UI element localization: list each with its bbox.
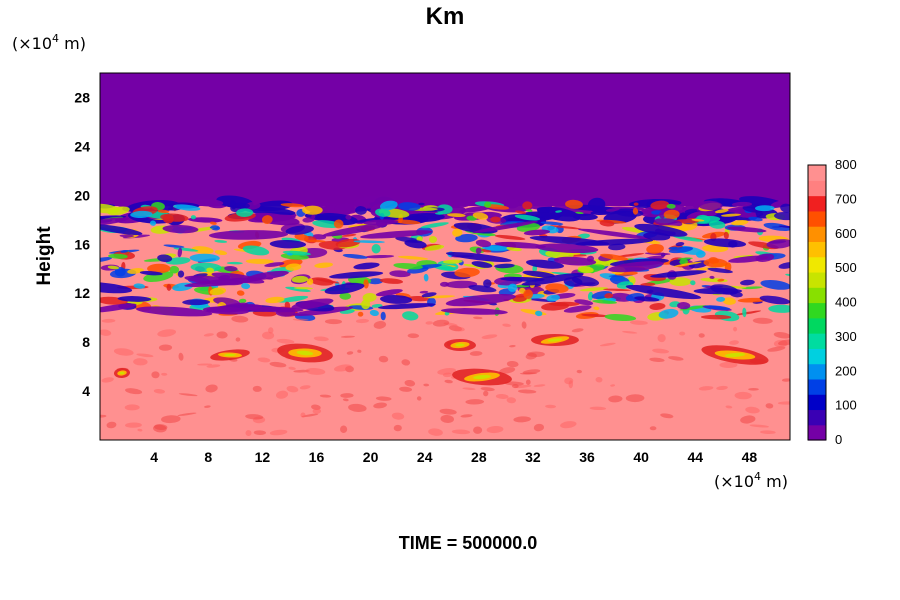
colorbar-segment [808,165,826,181]
colorbar-tick-label: 200 [835,363,857,378]
colorbar-segment [808,256,826,273]
y-axis-ticks: 4 8 12 16 20 24 28 [74,89,90,399]
colorbar-segment [808,180,826,197]
y-tick-label: 20 [74,187,90,203]
x-tick-label: 24 [417,449,433,465]
colorbar-tick-label: 800 [835,157,857,172]
svg-text:(×104 m): (×104 m) [12,32,86,53]
colorbar [807,164,827,441]
colorbar-tick-label: 500 [835,260,857,275]
y-tick-label: 4 [82,383,90,399]
colorbar-tick-label: 600 [835,226,857,241]
upper-layer-fill [100,73,790,206]
x-tick-label: 40 [633,449,649,465]
x-tick-label: 8 [204,449,212,465]
colorbar-tick-label: 0 [835,432,842,447]
x-tick-label: 44 [688,449,704,465]
colorbar-segment [808,210,826,227]
x-unit-label: (×104 m) [714,470,788,491]
colorbar-segment [808,271,826,288]
x-tick-label: 48 [742,449,758,465]
colorbar-segment [808,394,826,411]
colorbar-segment [808,241,826,258]
colorbar-segment [808,226,826,242]
colorbar-tick-label: 100 [835,398,857,413]
x-tick-label: 16 [309,449,325,465]
colorbar-tick-label: 700 [835,191,857,206]
colorbar-segment [808,348,826,365]
colorbar-segment [808,333,826,349]
x-tick-label: 20 [363,449,379,465]
y-tick-label: 16 [74,236,90,252]
chart-title: Km [426,3,465,30]
plot-frame [99,72,791,441]
x-tick-label: 12 [255,449,271,465]
colorbar-segment [808,317,826,334]
x-tick-label: 32 [525,449,541,465]
y-unit-label: (×104 m) [12,32,86,53]
colorbar-tick-label: 300 [835,329,857,344]
colorbar-tick-label: 400 [835,295,857,310]
y-tick-label: 28 [74,89,90,105]
x-tick-label: 36 [579,449,595,465]
x-axis-ticks: 4 8 12 16 20 24 28 32 36 40 44 48 [150,449,757,465]
time-label: TIME = 500000.0 [399,533,538,553]
svg-text:(×104 m): (×104 m) [714,470,788,491]
y-tick-label: 12 [74,285,90,301]
heatmap-field [100,73,790,440]
x-tick-label: 4 [150,449,158,465]
colorbar-segment [808,287,826,304]
colorbar-segment [808,378,826,395]
y-axis-label: Height [34,226,55,286]
y-tick-label: 8 [82,334,90,350]
colorbar-segment [808,424,826,441]
turbulent-structures [100,195,790,437]
colorbar-segment [808,363,826,380]
colorbar-segment [808,302,826,319]
colorbar-segment [808,195,826,212]
y-tick-label: 24 [74,138,90,154]
colorbar-frame [807,164,827,441]
x-tick-label: 28 [471,449,487,465]
colorbar-segment [808,409,826,426]
colorbar-ticks: 0 100 200 300 400 500 600 700 800 [835,157,857,447]
